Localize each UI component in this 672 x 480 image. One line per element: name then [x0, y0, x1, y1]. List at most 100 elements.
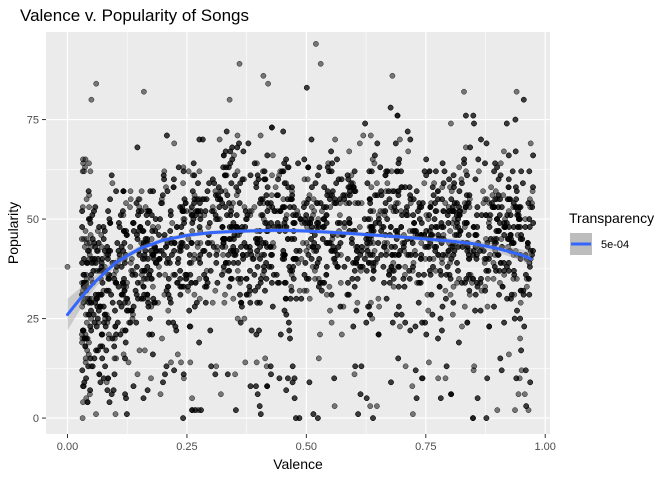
- scatter-point: [323, 204, 330, 210]
- scatter-point: [88, 96, 95, 103]
- scatter-point: [486, 256, 492, 262]
- scatter-point: [121, 287, 128, 294]
- scatter-point: [162, 271, 168, 278]
- scatter-point: [387, 224, 394, 230]
- scatter-point: [361, 256, 368, 262]
- scatter-point: [199, 196, 206, 203]
- scatter-point: [518, 232, 524, 238]
- scatter-point: [202, 208, 209, 214]
- scatter-point: [418, 256, 424, 262]
- scatter-point: [380, 224, 387, 230]
- scatter-point: [174, 279, 181, 286]
- scatter-point: [138, 208, 145, 214]
- scatter-point: [295, 160, 301, 167]
- scatter-point: [202, 299, 209, 306]
- scatter-point: [472, 232, 479, 238]
- scatter-point: [86, 160, 92, 167]
- scatter-point: [94, 248, 100, 254]
- scatter-point: [105, 287, 112, 294]
- scatter-point: [335, 263, 341, 270]
- scatter-point: [273, 271, 280, 278]
- scatter-point: [258, 275, 264, 282]
- scatter-point: [164, 188, 171, 195]
- scatter-point: [254, 391, 261, 398]
- scatter-point: [247, 299, 254, 306]
- scatter-point: [302, 220, 308, 226]
- scatter-point: [206, 220, 213, 226]
- scatter-point: [305, 252, 312, 258]
- scatter-point: [135, 295, 141, 302]
- scatter-point: [416, 216, 423, 222]
- scatter-point: [427, 271, 434, 278]
- scatter-point: [106, 216, 113, 222]
- scatter-point: [363, 319, 370, 326]
- scatter-point: [517, 299, 524, 306]
- scatter-point: [491, 168, 497, 175]
- scatter-point: [88, 363, 95, 370]
- scatter-point: [282, 295, 289, 302]
- scatter-point: [523, 403, 530, 409]
- scatter-point: [426, 212, 432, 218]
- scatter-point: [109, 299, 116, 306]
- scatter-point: [306, 295, 313, 302]
- scatter-point: [191, 172, 198, 179]
- scatter-point: [362, 120, 368, 127]
- scatter-point: [456, 275, 462, 282]
- scatter-point: [247, 287, 253, 294]
- scatter-point: [296, 415, 303, 421]
- scatter-point: [88, 327, 95, 334]
- scatter-point: [367, 200, 374, 206]
- scatter-point: [127, 196, 134, 203]
- scatter-point: [382, 200, 389, 206]
- scatter-point: [439, 160, 446, 167]
- scatter-point: [303, 84, 310, 91]
- scatter-point: [289, 196, 295, 203]
- scatter-point: [419, 319, 425, 326]
- scatter-point: [113, 188, 119, 195]
- scatter-point: [399, 212, 405, 218]
- scatter-point: [530, 220, 537, 226]
- scatter-point: [213, 252, 220, 258]
- scatter-point: [168, 359, 174, 366]
- scatter-point: [337, 220, 343, 226]
- scatter-point: [517, 315, 523, 322]
- scatter-point: [130, 220, 136, 226]
- scatter-point: [105, 208, 111, 214]
- scatter-point: [118, 263, 125, 270]
- scatter-point: [440, 180, 447, 187]
- scatter-point: [282, 216, 289, 222]
- scatter-point: [346, 220, 353, 226]
- scatter-point: [209, 208, 215, 214]
- scatter-point: [371, 160, 378, 167]
- scatter-point: [289, 363, 296, 370]
- scatter-point: [177, 244, 183, 250]
- scatter-point: [345, 279, 351, 286]
- scatter-point: [421, 271, 427, 278]
- scatter-point: [279, 168, 285, 175]
- scatter-point: [80, 271, 87, 278]
- scatter-point: [334, 252, 341, 258]
- scatter-point: [186, 260, 193, 266]
- scatter-point: [406, 267, 413, 274]
- scatter-point: [233, 184, 240, 191]
- scatter-point: [150, 283, 156, 290]
- scatter-point: [223, 128, 230, 135]
- scatter-point: [425, 307, 432, 314]
- scatter-point: [494, 216, 500, 222]
- scatter-point: [524, 240, 531, 246]
- scatter-point: [127, 188, 134, 195]
- scatter-point: [210, 244, 217, 250]
- scatter-point: [429, 232, 436, 238]
- scatter-point: [292, 256, 299, 262]
- scatter-point: [455, 267, 461, 274]
- scatter-point: [501, 148, 507, 155]
- scatter-point: [390, 283, 397, 290]
- scatter-point: [391, 204, 398, 210]
- y-tick-label: 25: [27, 314, 39, 326]
- scatter-point: [148, 275, 155, 282]
- scatter-point: [496, 212, 503, 218]
- scatter-point: [423, 331, 430, 338]
- scatter-point: [413, 188, 420, 195]
- scatter-point: [496, 291, 502, 298]
- scatter-point: [228, 180, 235, 187]
